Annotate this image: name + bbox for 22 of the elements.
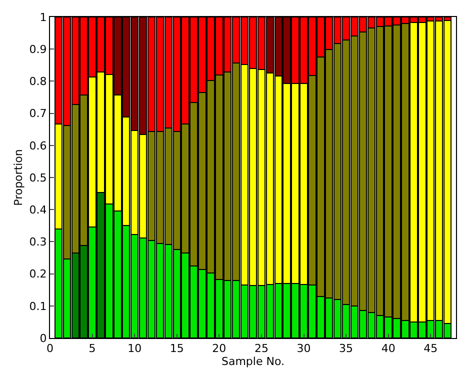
y-tick-label: 1 [40, 10, 47, 24]
x-tick-label: 10 [128, 342, 142, 356]
x-tick-label: 30 [296, 342, 311, 356]
x-tick-label: 25 [254, 342, 268, 356]
y-tick-label: 0.7 [29, 107, 47, 120]
y-tick-label: 0.4 [29, 203, 47, 216]
y-tick-label: 0 [40, 332, 47, 345]
x-tick-label: 35 [339, 342, 354, 356]
y-tick-label: 0.8 [29, 75, 47, 88]
y-tick-label: 0.1 [29, 300, 47, 313]
x-tick-label: 40 [381, 342, 396, 356]
x-tick-label: 5 [88, 342, 96, 356]
x-tick-label: 45 [424, 342, 438, 356]
x-tick-label: 20 [212, 342, 226, 356]
y-tick-label: 0.3 [29, 236, 47, 249]
x-axis-title: Sample No. [221, 355, 285, 368]
y-tick-label: 0.5 [29, 171, 47, 184]
x-tick-label: 15 [170, 342, 184, 356]
y-tick-label: 0.6 [29, 139, 47, 152]
y-tick-label: 0.2 [29, 268, 47, 281]
y-axis-title: Proportion [12, 149, 25, 206]
y-tick-label: 0.9 [29, 42, 47, 56]
